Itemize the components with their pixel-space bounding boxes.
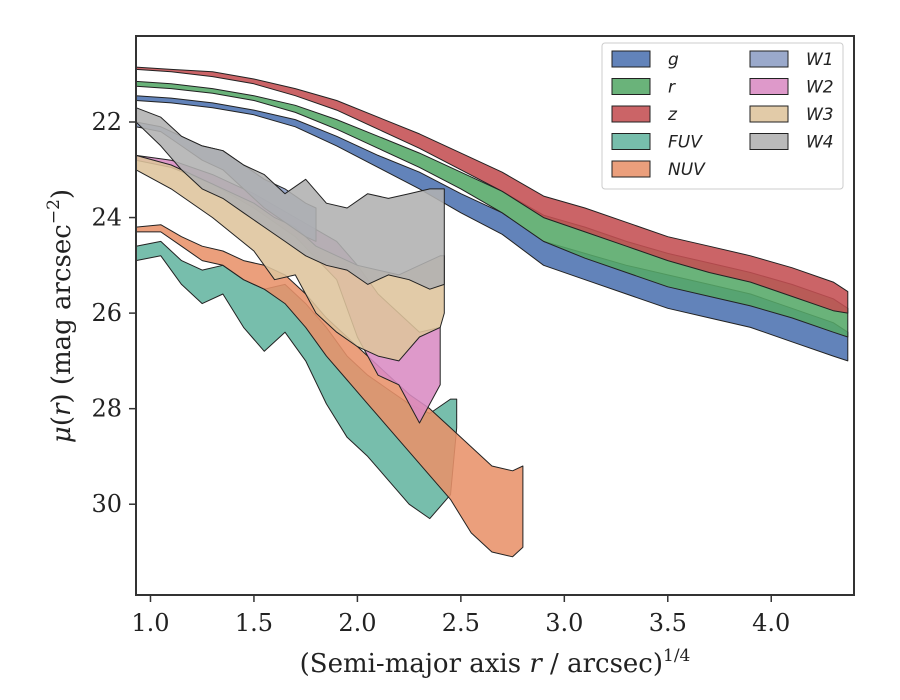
- legend-label-nuv: NUV: [668, 160, 706, 180]
- y-axis-ticks: 22 24 26 28 30: [91, 108, 136, 518]
- legend-swatch-w4: [749, 133, 789, 150]
- legend-label-fuv: FUV: [668, 133, 703, 153]
- y-tick-label: 22: [91, 108, 122, 136]
- x-tick-label: 3.0: [545, 609, 583, 637]
- legend-swatch-w2: [749, 78, 789, 95]
- plot-frame: [135, 35, 855, 596]
- legend-swatch-g: [611, 50, 651, 68]
- band-g: [135, 95, 849, 362]
- x-tick-label: 2.5: [442, 609, 480, 637]
- y-tick-label: 24: [91, 204, 122, 232]
- legend-swatch-w3: [749, 105, 789, 123]
- chart-bands: [135, 66, 849, 558]
- band-w4: [135, 107, 445, 290]
- x-axis-title: (Semi-major axis r / arcsec)1/4: [300, 646, 691, 679]
- legend-swatch-r: [611, 78, 651, 95]
- band-r: [135, 80, 849, 338]
- legend-label-w2: W2: [806, 78, 834, 98]
- legend-label-w3: W3: [806, 105, 834, 125]
- y-tick-label: 26: [91, 299, 122, 327]
- x-tick-label: 3.5: [649, 609, 687, 637]
- x-tick-label: 4.0: [752, 609, 790, 637]
- legend-label-r: r: [668, 78, 676, 98]
- legend-swatch-w1: [749, 50, 789, 68]
- legend-label-z: z: [667, 105, 678, 125]
- legend-swatch-z: [611, 105, 651, 123]
- x-tick-label: 2.0: [338, 609, 376, 637]
- legend-swatch-nuv: [611, 160, 651, 178]
- chart-legend: grz FUV NUV W1 W2 W3 W4: [601, 42, 844, 190]
- x-axis-ticks: 1.0 1.5 2.0 2.5 3.0 3.5 4.0: [131, 595, 790, 637]
- y-tick-label: 30: [91, 490, 122, 518]
- x-tick-label: 1.5: [235, 609, 273, 637]
- x-tick-label: 1.0: [131, 609, 169, 637]
- legend-swatch-fuv: [611, 133, 651, 150]
- legend-label-w4: W4: [806, 133, 834, 153]
- legend-label-g: g: [668, 50, 679, 70]
- legend-label-w1: W1: [806, 50, 834, 70]
- y-tick-label: 28: [91, 395, 122, 423]
- y-axis-title: μ(r) (mag arcsec−2): [44, 189, 77, 443]
- band-z: [135, 66, 849, 314]
